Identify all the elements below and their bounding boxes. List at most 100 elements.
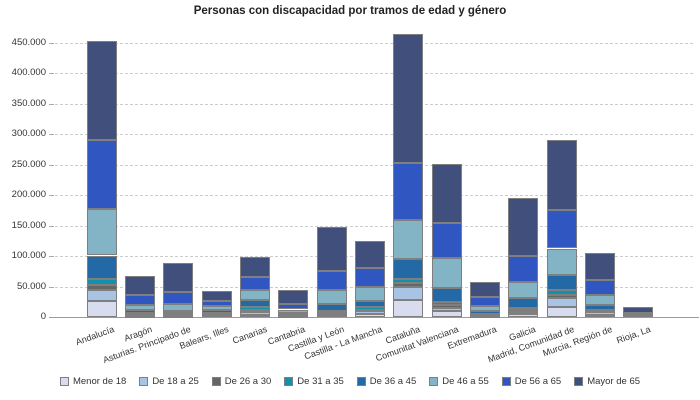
bar-segment-5-7[interactable] (240, 276, 271, 290)
bar-segment-9-5[interactable] (393, 258, 424, 279)
bar-segment-8-5[interactable] (355, 300, 385, 307)
bar-segment-9-8[interactable] (393, 33, 424, 163)
bar-segment-5-3[interactable] (240, 309, 271, 312)
bar-segment-6-5[interactable] (278, 312, 309, 315)
bar-segment-1-4[interactable] (86, 278, 117, 286)
bar-segment-1-3[interactable] (86, 285, 117, 291)
bar-segment-13-5[interactable] (546, 274, 577, 290)
bar-segment-13-1[interactable] (546, 306, 577, 317)
legend-item-5[interactable]: De 36 a 45 (356, 376, 416, 387)
bar-segment-11-8[interactable] (470, 281, 500, 298)
bar-segment-10-5[interactable] (431, 288, 462, 303)
bar-segment-7-4[interactable] (316, 310, 347, 313)
bar-segment-9-1[interactable] (393, 299, 424, 317)
bar-segment-6-6[interactable] (278, 309, 309, 313)
bar-segment-2-7[interactable] (125, 294, 156, 305)
bar-segment-9-2[interactable] (393, 287, 424, 300)
bar-segment-9-3[interactable] (393, 282, 424, 288)
bar-segment-4-6[interactable] (201, 306, 232, 310)
bar-segment-12-7[interactable] (508, 256, 539, 283)
bar-segment-10-2[interactable] (431, 308, 462, 312)
bar-segment-11-7[interactable] (470, 297, 500, 307)
bar-segment-7-6[interactable] (316, 290, 347, 305)
bar-segment-5-5[interactable] (240, 300, 271, 307)
bar-segment-2-8[interactable] (125, 275, 156, 295)
bar-segment-2-4[interactable] (125, 313, 156, 316)
bar-segment-9-7[interactable] (393, 162, 424, 220)
bar-segment-12-6[interactable] (508, 282, 539, 299)
bar-segment-12-8[interactable] (508, 198, 539, 257)
bar-segment-11-4[interactable] (470, 313, 500, 316)
bar-segment-1-2[interactable] (86, 290, 117, 302)
bar-segment-6-7[interactable] (278, 303, 309, 310)
bar-segment-3-4[interactable] (163, 313, 194, 316)
bar-segment-10-7[interactable] (431, 222, 462, 259)
bar-segment-8-1[interactable] (355, 313, 385, 317)
bar-segment-8-6[interactable] (355, 286, 385, 301)
bar-segment-11-5[interactable] (470, 310, 500, 314)
bar-segment-10-8[interactable] (431, 163, 462, 223)
bar-segment-13-8[interactable] (546, 140, 577, 211)
bar-segment-7-8[interactable] (316, 226, 347, 271)
bar-segment-9-4[interactable] (393, 278, 424, 283)
bar-segment-14-6[interactable] (584, 294, 615, 305)
legend-item-2[interactable]: De 18 a 25 (139, 376, 199, 387)
bar-segment-13-2[interactable] (546, 298, 577, 307)
bar-segment-1-6[interactable] (86, 209, 117, 256)
bar-segment-1-8[interactable] (86, 40, 117, 140)
bar-segment-12-5[interactable] (508, 298, 539, 309)
bar-segment-4-7[interactable] (201, 300, 232, 307)
legend-item-6[interactable]: De 46 a 55 (429, 376, 489, 387)
bar-segment-4-8[interactable] (201, 290, 232, 301)
bar-segment-14-5[interactable] (584, 304, 615, 311)
legend-item-8[interactable]: Mayor de 65 (574, 376, 640, 387)
bar-segment-12-2[interactable] (508, 311, 539, 314)
bar-segment-8-3[interactable] (355, 309, 385, 312)
bar-segment-6-8[interactable] (278, 290, 309, 304)
bar-segment-3-8[interactable] (163, 263, 194, 292)
bar-segment-6-4[interactable] (278, 314, 309, 317)
bar-segment-1-5[interactable] (86, 255, 117, 279)
legend-item-4[interactable]: De 31 a 35 (284, 376, 344, 387)
bar-segment-5-2[interactable] (240, 311, 271, 315)
bar-segment-8-7[interactable] (355, 268, 385, 287)
bar-segment-10-1[interactable] (431, 311, 462, 317)
bar-segment-3-6[interactable] (163, 303, 194, 311)
bar-segment-13-4[interactable] (546, 289, 577, 295)
bar-segment-10-6[interactable] (431, 258, 462, 289)
bar-segment-15-6[interactable] (623, 314, 654, 317)
bar-segment-5-1[interactable] (240, 314, 271, 317)
bar-segment-14-4[interactable] (584, 310, 615, 313)
bar-segment-12-1[interactable] (508, 313, 539, 317)
bar-segment-4-5[interactable] (201, 309, 232, 313)
bar-segment-14-8[interactable] (584, 253, 615, 280)
bar-segment-9-6[interactable] (393, 219, 424, 259)
bar-segment-14-1[interactable] (584, 314, 615, 317)
bar-segment-5-8[interactable] (240, 257, 271, 277)
bar-segment-7-3[interactable] (316, 312, 347, 315)
bar-segment-5-6[interactable] (240, 289, 271, 301)
bar-segment-4-4[interactable] (201, 312, 232, 315)
bar-segment-14-7[interactable] (584, 279, 615, 295)
bar-segment-15-7[interactable] (623, 313, 654, 316)
bar-segment-8-4[interactable] (355, 306, 385, 310)
bar-segment-2-6[interactable] (125, 304, 156, 310)
bar-segment-13-3[interactable] (546, 294, 577, 299)
bar-segment-12-3[interactable] (508, 309, 539, 312)
bar-segment-10-3[interactable] (431, 305, 462, 309)
bar-segment-12-4[interactable] (508, 308, 539, 311)
legend-item-7[interactable]: De 56 a 65 (501, 376, 561, 387)
legend-item-1[interactable]: Menor de 18 (59, 376, 126, 387)
bar-segment-3-7[interactable] (163, 291, 194, 304)
bar-segment-1-1[interactable] (86, 301, 117, 317)
bar-segment-7-5[interactable] (316, 304, 347, 311)
legend-item-3[interactable]: De 26 a 30 (211, 376, 271, 387)
bar-segment-2-5[interactable] (125, 309, 156, 314)
bar-segment-15-8[interactable] (623, 307, 654, 314)
bar-segment-8-8[interactable] (355, 240, 385, 269)
bar-segment-1-7[interactable] (86, 139, 117, 210)
bar-segment-5-4[interactable] (240, 306, 271, 310)
bar-segment-7-7[interactable] (316, 270, 347, 291)
bar-segment-11-6[interactable] (470, 306, 500, 311)
bar-segment-13-6[interactable] (546, 248, 577, 275)
